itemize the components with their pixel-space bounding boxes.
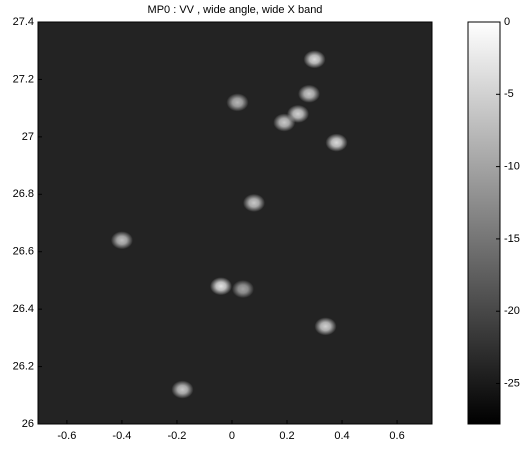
- bright-spot: [325, 133, 348, 152]
- colorbar-tick-label: -20: [504, 305, 520, 317]
- chart-title: MP0 : VV , wide angle, wide X band: [148, 4, 323, 16]
- bright-spot: [171, 380, 194, 399]
- x-tick-label: 0: [229, 430, 235, 442]
- x-tick-label: 0.6: [389, 430, 404, 442]
- bright-spot: [314, 317, 337, 336]
- bright-spot: [209, 277, 232, 296]
- colorbar-tick-label: -5: [504, 88, 514, 100]
- colorbar-tick-label: -15: [504, 233, 520, 245]
- colorbar: [467, 21, 501, 425]
- colorbar-tick-label: -25: [504, 377, 520, 389]
- colorbar-tick-label: 0: [504, 16, 510, 28]
- y-tick-label: 26: [22, 418, 34, 430]
- y-tick-label: 26.2: [13, 360, 34, 372]
- colorbar-tick-label: -10: [504, 161, 520, 173]
- x-tick-label: -0.6: [57, 430, 76, 442]
- bright-spot: [226, 93, 249, 112]
- bright-spot: [110, 231, 133, 250]
- bright-spot: [231, 280, 254, 299]
- bright-spot: [303, 50, 326, 69]
- y-tick-label: 27.2: [13, 73, 34, 85]
- y-tick-label: 27: [22, 131, 34, 143]
- image-background: [38, 22, 432, 424]
- bright-spot: [242, 193, 265, 212]
- x-tick-label: 0.4: [334, 430, 349, 442]
- x-tick-label: -0.2: [167, 430, 186, 442]
- y-tick-label: 26.4: [13, 303, 34, 315]
- y-tick-label: 26.8: [13, 188, 34, 200]
- plot-frame: [37, 21, 433, 425]
- bright-spot: [298, 84, 321, 103]
- x-tick-label: 0.2: [279, 430, 294, 442]
- bright-spot: [273, 113, 296, 132]
- y-tick-label: 26.6: [13, 246, 34, 258]
- x-tick-label: -0.4: [112, 430, 131, 442]
- y-tick-label: 27.4: [13, 16, 34, 28]
